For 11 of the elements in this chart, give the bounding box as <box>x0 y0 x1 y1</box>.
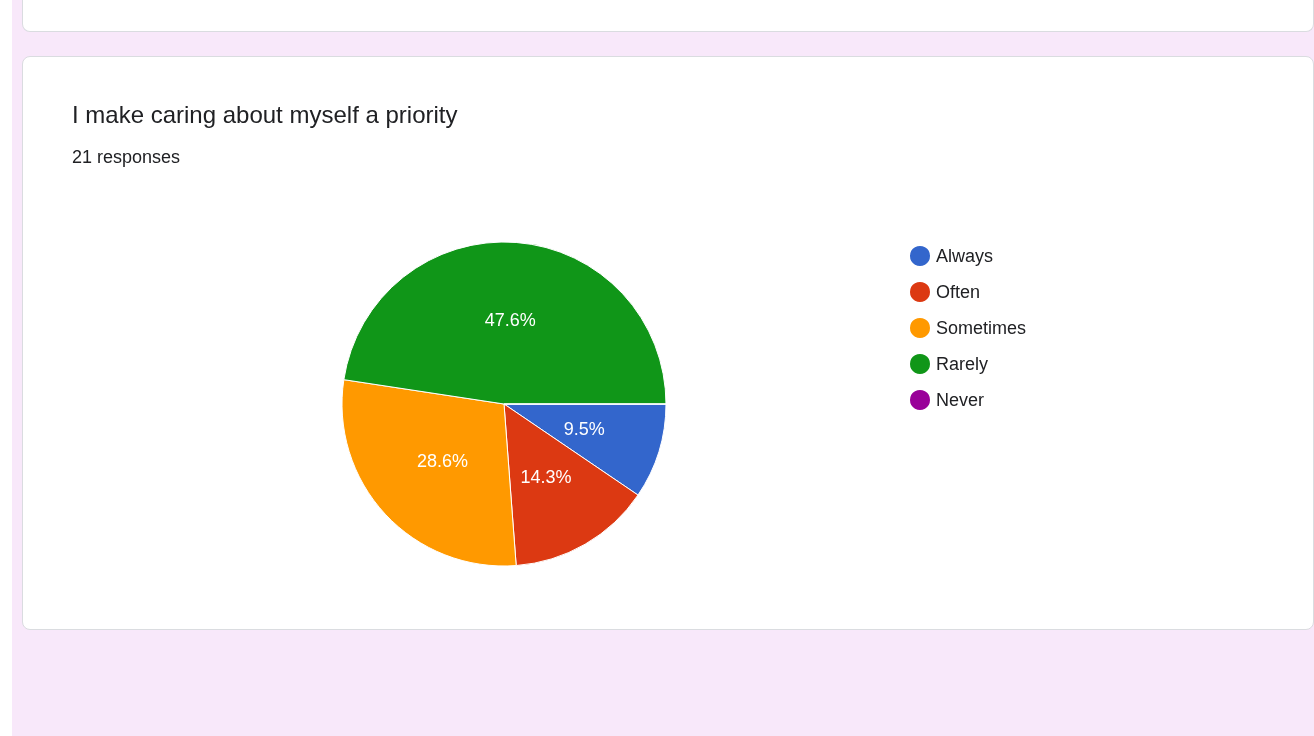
legend-label: Often <box>936 282 981 302</box>
data-label: 9.5% <box>563 418 605 439</box>
data-label: 28.6% <box>416 451 468 472</box>
text: 21 responses <box>72 147 181 167</box>
chart-title: I make caring about myself a priority <box>72 100 458 128</box>
legend-label: Rarely <box>936 354 989 374</box>
data-label: 14.3% <box>520 466 572 487</box>
legend-label: Sometimes <box>936 318 1027 338</box>
legend-label: Never <box>936 390 985 410</box>
data-label: 47.6% <box>484 310 536 331</box>
legend-label: Always <box>936 246 994 266</box>
